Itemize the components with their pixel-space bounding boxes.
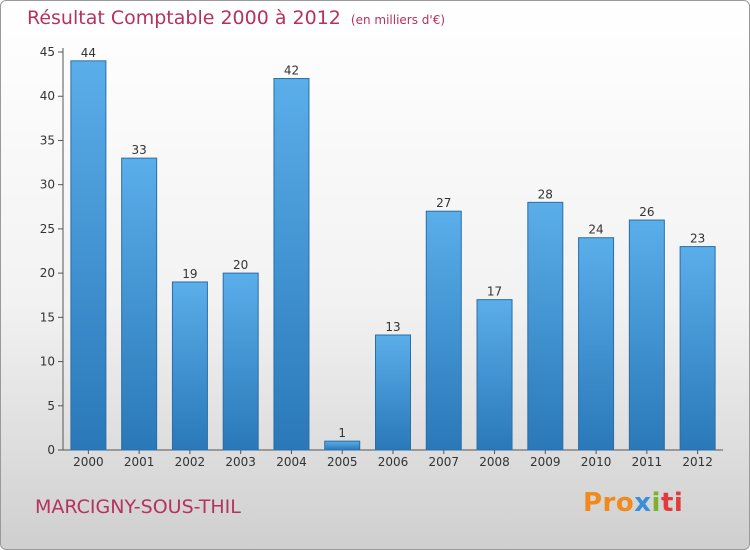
data-label-2012: 23 xyxy=(690,232,705,246)
data-label-2006: 13 xyxy=(385,320,400,334)
chart-subtitle: (en milliers d'€) xyxy=(350,13,446,27)
x-tick-label-2012: 2012 xyxy=(682,455,713,469)
data-label-2011: 26 xyxy=(639,205,654,219)
x-tick-label-2005: 2005 xyxy=(327,455,358,469)
chart-title-text: Résultat Comptable 2000 à 2012 xyxy=(27,7,341,29)
chart-title: Résultat Comptable 2000 à 2012 (en millie… xyxy=(27,7,445,29)
y-tick-label: 35 xyxy=(40,133,55,147)
bar-2009 xyxy=(527,201,564,451)
bar-2001 xyxy=(121,157,158,451)
data-label-2001: 33 xyxy=(132,143,147,157)
x-tick-label-2001: 2001 xyxy=(124,455,155,469)
y-tick-label: 45 xyxy=(40,45,55,59)
bar-2011 xyxy=(628,219,665,451)
x-tick-label-2006: 2006 xyxy=(378,455,409,469)
x-tick-label-2003: 2003 xyxy=(225,455,256,469)
x-tick-label-2011: 2011 xyxy=(632,455,663,469)
proxiti-logo[interactable]: Proxiti xyxy=(583,488,684,518)
x-tick-label-2009: 2009 xyxy=(530,455,561,469)
bar-2000 xyxy=(70,60,107,451)
data-label-2009: 28 xyxy=(538,187,553,201)
data-label-2008: 17 xyxy=(487,285,502,299)
bar-2010 xyxy=(578,237,615,451)
y-tick-label: 15 xyxy=(40,310,55,324)
y-tick-label: 20 xyxy=(40,266,55,280)
data-label-2005: 1 xyxy=(338,426,346,440)
bar-2004 xyxy=(273,78,310,451)
bar-2006 xyxy=(375,334,411,451)
bar-2008 xyxy=(476,299,513,451)
y-tick-label: 10 xyxy=(40,355,55,369)
bar-2007 xyxy=(425,210,462,451)
data-label-2000: 44 xyxy=(81,46,96,60)
bar-2002 xyxy=(171,281,208,451)
x-tick-label-2000: 2000 xyxy=(73,455,104,469)
y-tick-label: 30 xyxy=(40,178,55,192)
data-label-2007: 27 xyxy=(436,196,451,210)
x-tick-label-2007: 2007 xyxy=(428,455,459,469)
data-label-2002: 19 xyxy=(182,267,197,281)
y-tick-label: 25 xyxy=(40,222,55,236)
y-tick-label: 40 xyxy=(40,89,55,103)
data-label-2003: 20 xyxy=(233,258,248,272)
commune-name: MARCIGNY-SOUS-THIL xyxy=(35,496,241,518)
x-tick-label-2002: 2002 xyxy=(175,455,206,469)
x-tick-label-2008: 2008 xyxy=(479,455,510,469)
data-label-2010: 24 xyxy=(588,223,603,237)
bar-2012 xyxy=(679,246,716,451)
x-tick-label-2004: 2004 xyxy=(276,455,307,469)
bar-2003 xyxy=(222,272,259,451)
y-tick-label: 0 xyxy=(47,443,55,457)
data-label-2004: 42 xyxy=(284,64,299,78)
y-tick-label: 5 xyxy=(47,399,55,413)
x-tick-label-2010: 2010 xyxy=(581,455,612,469)
bar-2005 xyxy=(324,440,361,451)
chart-bars: 44 33 19 20 42 1 13 27 17 28 24 26 23 xyxy=(70,46,716,451)
